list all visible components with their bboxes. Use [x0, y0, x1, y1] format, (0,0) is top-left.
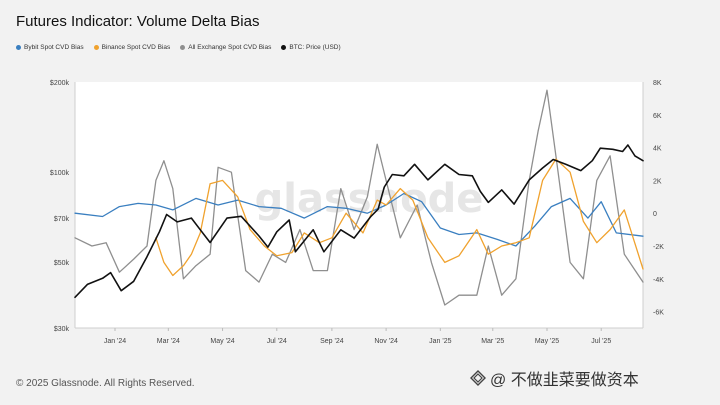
series-line-binance: [155, 158, 644, 277]
diamond-logo-icon: [470, 370, 486, 386]
brand-label: @ 不做韭菜要做资本: [470, 366, 639, 390]
series-line-btc-price: [74, 144, 644, 299]
x-tick-label: Nov '24: [374, 338, 398, 345]
x-tick-label: Jan '25: [429, 338, 451, 345]
x-tick-label: Mar '24: [157, 338, 180, 345]
y-left-tick-label: $100k: [50, 170, 70, 177]
legend-item-bybit[interactable]: Bybit Spot CVD Bias: [16, 44, 84, 51]
y-right-tick-label: 2K: [653, 178, 662, 185]
x-tick-label: May '25: [535, 338, 559, 345]
x-tick-label: Sep '24: [320, 338, 344, 345]
y-left-tick-label: $30k: [54, 326, 70, 333]
legend-swatch-binance: [93, 45, 99, 50]
legend-label-btc-price: BTC: Price (USD): [289, 44, 341, 51]
y-right-tick-label: -6K: [653, 310, 664, 317]
y-right-tick-label: -4K: [653, 277, 664, 284]
y-right-tick-label: 8K: [653, 80, 662, 87]
y-left-tick-label: $50k: [54, 260, 70, 267]
chart-legend: Bybit Spot CVD Bias Binance Spot CVD Bia…: [16, 44, 341, 51]
series-line-all-exchange: [74, 89, 644, 306]
legend-item-binance[interactable]: Binance Spot CVD Bias: [93, 44, 171, 51]
x-tick-label: Jul '24: [267, 338, 287, 345]
y-left-tick-label: $70k: [54, 216, 70, 223]
y-right-tick-label: 0: [653, 211, 657, 218]
y-right-tick-label: -2K: [653, 244, 664, 251]
legend-label-bybit: Bybit Spot CVD Bias: [24, 44, 84, 51]
copyright-text: © 2025 Glassnode. All Rights Reserved.: [16, 378, 195, 389]
y-right-tick-label: 6K: [653, 113, 662, 120]
legend-item-btc-price[interactable]: BTC: Price (USD): [281, 44, 341, 51]
brand-text: @ 不做韭菜要做资本: [490, 372, 639, 389]
legend-item-all-exchange[interactable]: All Exchange Spot CVD Bias: [180, 44, 271, 51]
x-tick-label: Jan '24: [104, 338, 126, 345]
legend-swatch-all-exchange: [180, 45, 186, 50]
legend-label-all-exchange: All Exchange Spot CVD Bias: [188, 44, 272, 51]
x-tick-label: Mar '25: [481, 338, 504, 345]
legend-swatch-bybit: [16, 45, 21, 50]
y-left-tick-label: $200k: [50, 80, 70, 87]
legend-swatch-btc-price: [281, 45, 287, 50]
y-right-tick-label: 4K: [653, 146, 662, 153]
plot-area: [75, 82, 643, 328]
x-tick-label: Jul '25: [591, 338, 611, 345]
page-title: Futures Indicator: Volume Delta Bias: [16, 13, 260, 30]
series-line-bybit: [74, 192, 644, 247]
legend-label-binance: Binance Spot CVD Bias: [101, 44, 171, 51]
x-tick-label: May '24: [210, 338, 234, 345]
watermark-text: glassnode: [255, 176, 484, 222]
